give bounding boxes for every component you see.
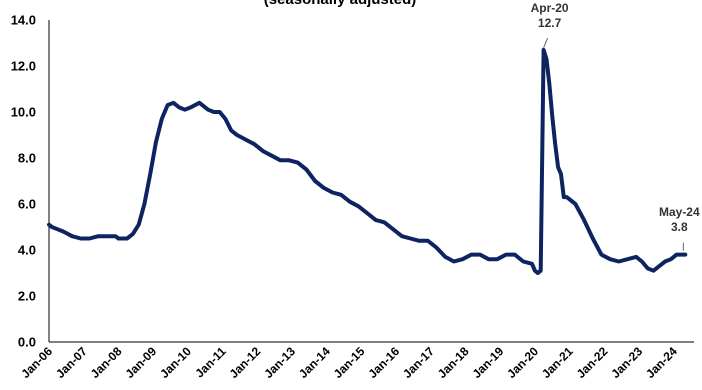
x-axis-ticks: Jan-06Jan-07Jan-08Jan-09Jan-10Jan-11Jan-… (18, 344, 680, 381)
y-tick-label: 4.0 (18, 243, 36, 258)
y-tick-label: 8.0 (18, 151, 36, 166)
annotation-label: May-24 (659, 205, 700, 219)
y-tick-label: 14.0 (11, 13, 36, 28)
x-tick-label: Jan-24 (643, 344, 680, 381)
x-tick-label: Jan-23 (608, 344, 645, 381)
x-tick-label: Jan-22 (574, 344, 611, 381)
series-line (47, 47, 688, 275)
annotation-label: Apr-20 (531, 1, 569, 15)
x-tick-label: Jan-14 (296, 344, 333, 381)
y-tick-label: 0.0 (18, 335, 36, 350)
x-tick-label: Jan-16 (365, 344, 402, 381)
x-tick-label: Jan-06 (18, 344, 55, 381)
y-tick-label: 10.0 (11, 105, 36, 120)
x-tick-label: Jan-13 (261, 344, 298, 381)
x-tick-label: Jan-19 (470, 344, 507, 381)
x-tick-label: Jan-15 (331, 344, 368, 381)
annotation-leader-line (543, 37, 549, 49)
y-axis-ticks: 0.0 2.0 4.0 6.0 8.0 10.0 12.0 14.0 (11, 13, 36, 350)
x-tick-label: Jan-08 (88, 344, 125, 381)
x-tick-label: Jan-20 (504, 344, 541, 381)
x-tick-label: Jan-12 (227, 344, 264, 381)
x-tick-label: Jan-11 (192, 344, 229, 381)
chart-subtitle: (seasonally adjusted) (264, 0, 417, 8)
x-tick-label: Jan-10 (157, 344, 194, 381)
y-tick-label: 12.0 (11, 59, 36, 74)
x-tick-label: Jan-17 (400, 344, 437, 381)
x-tick-label: Jan-07 (53, 344, 90, 381)
y-tick-label: 2.0 (18, 289, 36, 304)
annotation-value: 12.7 (538, 16, 562, 30)
annotation-value: 3.8 (671, 220, 688, 234)
x-tick-label: Jan-18 (435, 344, 472, 381)
x-tick-label: Jan-21 (539, 344, 576, 381)
y-tick-label: 6.0 (18, 197, 36, 212)
x-tick-label: Jan-09 (122, 344, 159, 381)
